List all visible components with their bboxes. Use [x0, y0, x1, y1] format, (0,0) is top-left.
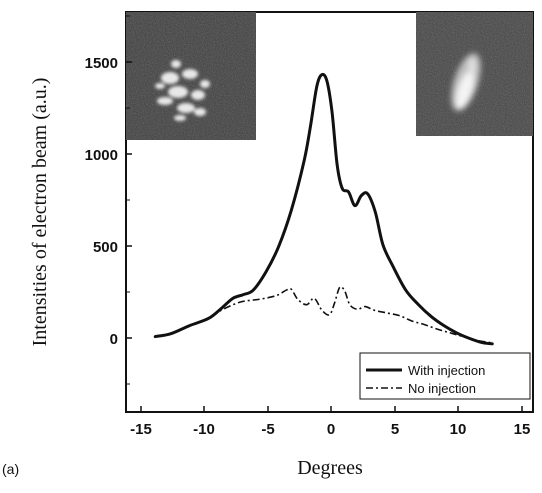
- panel-label: (a): [2, 461, 19, 477]
- x-tick-label: -10: [193, 421, 215, 438]
- series-line-with-injection: [153, 72, 494, 346]
- x-tick-label: 15: [514, 421, 531, 438]
- y-tick-label: 1500: [85, 55, 118, 72]
- y-tick-label: 500: [93, 239, 118, 256]
- y-axis-label: Intensities of electron beam (a.u.): [29, 78, 51, 347]
- inset-image-right: [416, 12, 533, 136]
- x-axis: -15 -10 -5 0 5 10 15: [130, 406, 530, 438]
- y-tick-label: 0: [110, 331, 118, 348]
- x-tick-label: 5: [391, 421, 399, 438]
- inset-image-left: [126, 12, 256, 140]
- x-tick-label: -15: [130, 421, 152, 438]
- x-tick-label: 0: [327, 421, 335, 438]
- x-tick-label: -5: [261, 421, 274, 438]
- legend-box: [359, 352, 531, 400]
- y-axis: 0 500 1000 1500: [85, 15, 132, 385]
- x-axis-label: Degrees: [297, 457, 363, 479]
- y-tick-label: 1000: [85, 147, 118, 164]
- x-tick-label: 10: [450, 421, 467, 438]
- legend: With injection No injection: [359, 352, 531, 400]
- series-line-no-injection: [155, 286, 493, 344]
- legend-label-with-injection: With injection: [408, 363, 485, 378]
- legend-label-no-injection: No injection: [408, 381, 476, 396]
